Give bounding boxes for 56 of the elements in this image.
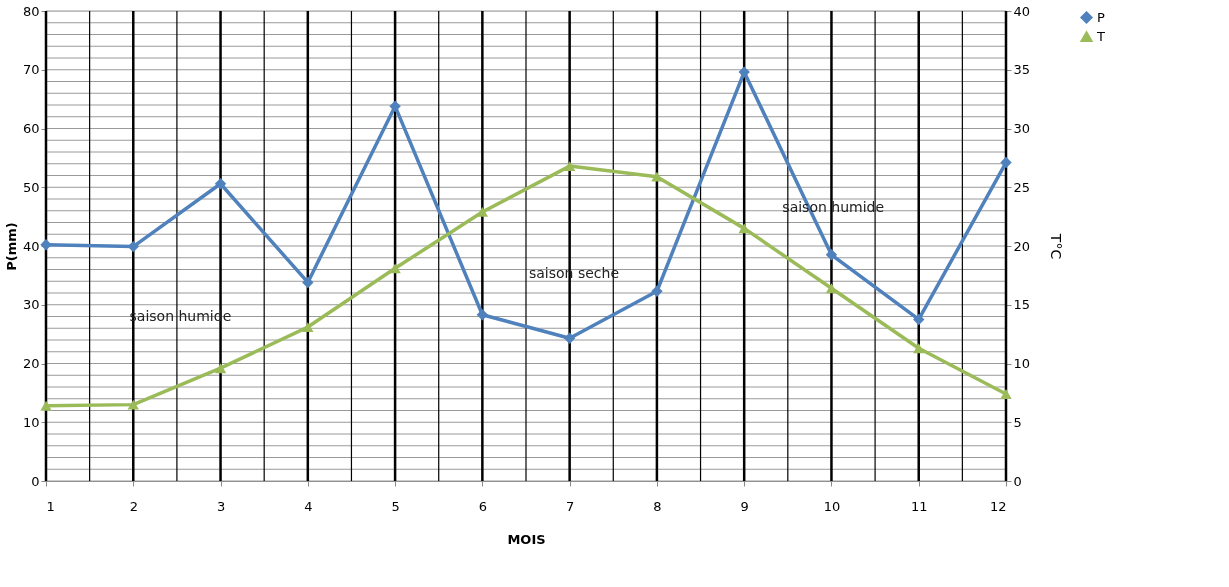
point xyxy=(127,399,139,410)
y-tick-label: 30 xyxy=(22,297,40,313)
point xyxy=(302,322,314,333)
point xyxy=(825,249,838,261)
x-tick-label: 12 xyxy=(989,498,1007,514)
legend-label: P xyxy=(1097,9,1105,25)
x-tick-label: 4 xyxy=(304,498,313,514)
point xyxy=(214,178,227,190)
y2-tick-label: 0 xyxy=(1013,473,1022,489)
point xyxy=(651,285,663,297)
point xyxy=(563,332,576,344)
y2-tick-label: 20 xyxy=(1013,238,1031,254)
x-tick-label: 2 xyxy=(129,498,138,514)
y2-tick-label: 25 xyxy=(1013,179,1031,195)
y-tick-label: 40 xyxy=(22,238,40,254)
point xyxy=(389,100,401,112)
legend-label: T xyxy=(1096,28,1105,44)
x-tick-label: 9 xyxy=(740,498,749,514)
y-tick-label: 70 xyxy=(22,62,40,78)
x-tick-label: 5 xyxy=(391,498,400,514)
point xyxy=(913,313,925,326)
x-tick-label: 1 xyxy=(46,498,55,514)
y2-tick-label: 15 xyxy=(1013,297,1031,313)
y2-tick-label: 5 xyxy=(1013,414,1022,430)
point xyxy=(651,171,663,182)
point xyxy=(389,263,401,274)
y2-tick-label: 30 xyxy=(1013,121,1031,136)
y2-tick-label: 10 xyxy=(1013,356,1031,371)
y2-axis-title: T°C xyxy=(1048,232,1065,260)
y-tick-label: 0 xyxy=(31,473,40,489)
point xyxy=(1000,389,1012,399)
y-tick-label: 80 xyxy=(22,3,40,19)
x-tick-label: 6 xyxy=(478,498,487,514)
x-tick-label: 10 xyxy=(823,498,841,514)
y-tick-label: 20 xyxy=(22,356,40,371)
point xyxy=(563,161,576,172)
point xyxy=(1000,156,1012,169)
y2-tick-label: 40 xyxy=(1013,3,1031,19)
point xyxy=(40,400,52,411)
y-tick-label: 10 xyxy=(22,414,40,430)
point xyxy=(738,66,750,78)
point xyxy=(738,223,750,234)
y-tick-label: 50 xyxy=(22,179,40,195)
x-tick-label: 8 xyxy=(653,498,662,514)
x-tick-label: 3 xyxy=(216,498,226,514)
point xyxy=(913,343,925,354)
x-tick-label: 11 xyxy=(910,498,928,514)
point xyxy=(40,239,52,251)
x-tick-label: 7 xyxy=(566,498,575,514)
point xyxy=(476,309,489,321)
x-axis-title: MOIS xyxy=(507,531,546,547)
y-tick-label: 60 xyxy=(22,121,40,136)
y-axis-title: P(mm) xyxy=(3,222,19,271)
point xyxy=(214,363,227,374)
y2-tick-label: 35 xyxy=(1013,62,1031,78)
point xyxy=(302,276,314,289)
